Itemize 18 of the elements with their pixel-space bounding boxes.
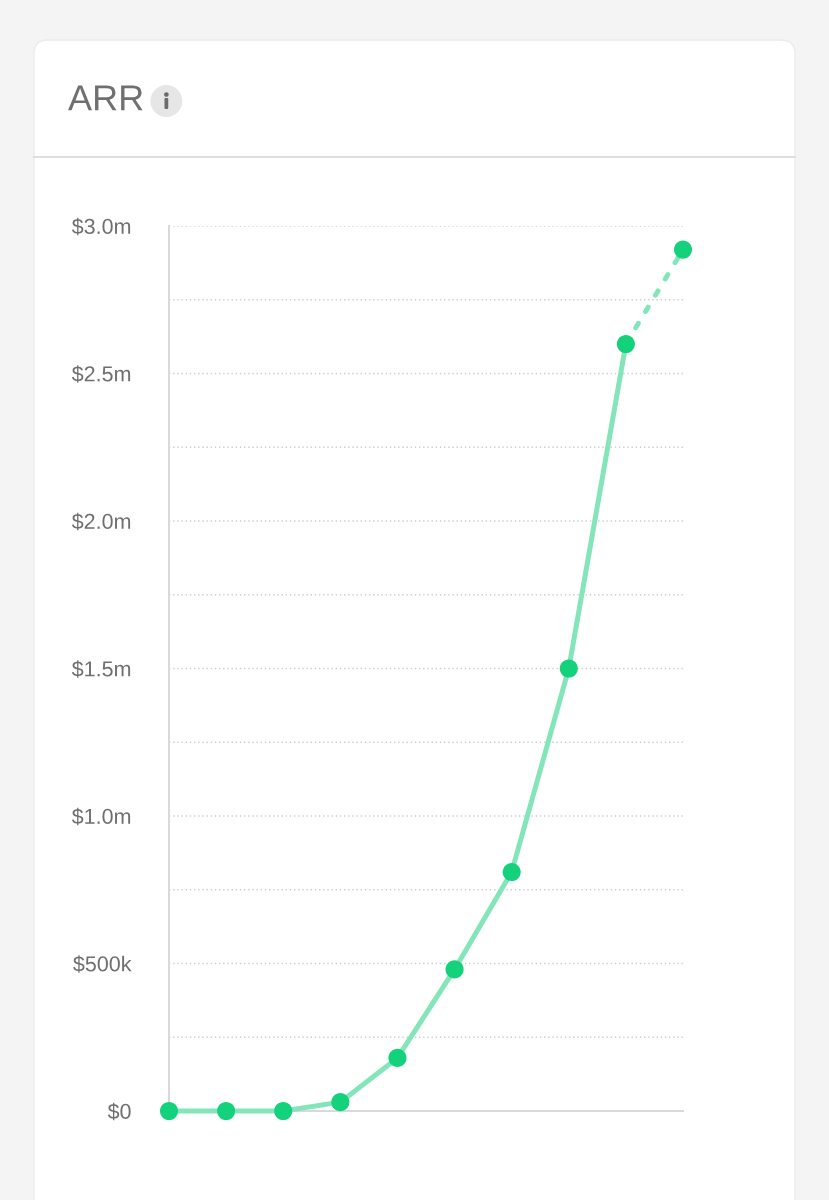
point <box>331 1093 350 1112</box>
y-tick-label: $0 <box>107 1102 131 1121</box>
point <box>388 1048 407 1067</box>
y-tick-label: $2.5m <box>71 365 131 383</box>
point <box>217 1101 236 1121</box>
point <box>274 1101 293 1121</box>
chart-title: ARR <box>68 85 143 111</box>
point <box>159 1101 179 1121</box>
point <box>445 960 464 979</box>
y-tick-label: $1.0m <box>71 807 131 826</box>
point <box>502 863 521 882</box>
point <box>616 334 635 354</box>
point <box>559 659 578 678</box>
y-tick-label: $500k <box>73 955 132 973</box>
y-tick-label: $3.0m <box>71 217 131 236</box>
point <box>673 240 693 259</box>
y-tick-label: $2.0m <box>71 512 131 531</box>
y-tick-label: $1.5m <box>71 660 131 678</box>
